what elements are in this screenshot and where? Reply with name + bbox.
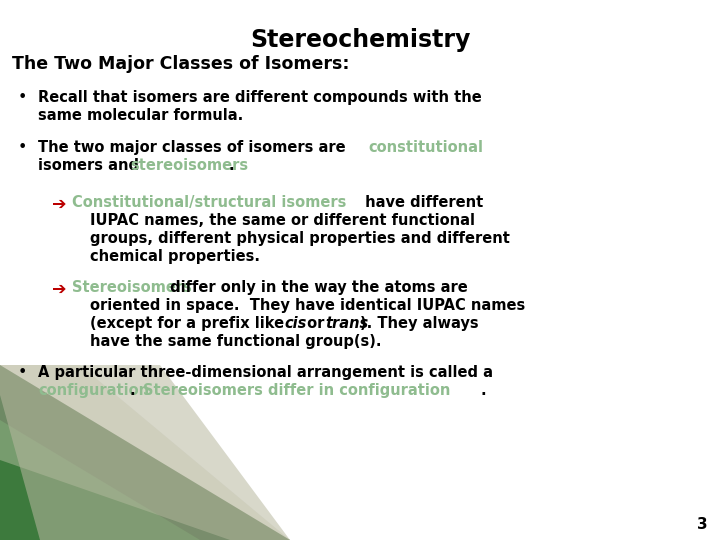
Text: constitutional: constitutional (368, 140, 483, 155)
Text: •: • (18, 140, 27, 155)
Text: chemical properties.: chemical properties. (90, 249, 260, 264)
Text: groups, different physical properties and different: groups, different physical properties an… (90, 231, 510, 246)
Text: .: . (480, 383, 485, 398)
Text: isomers and: isomers and (38, 158, 144, 173)
Text: oriented in space.  They have identical IUPAC names: oriented in space. They have identical I… (90, 298, 526, 313)
Text: have the same functional group(s).: have the same functional group(s). (90, 334, 382, 349)
Text: Stereochemistry: Stereochemistry (250, 28, 470, 52)
Text: Stereoisomers: Stereoisomers (72, 280, 192, 295)
Text: Constitutional/structural isomers: Constitutional/structural isomers (72, 195, 346, 210)
Text: stereoisomers: stereoisomers (130, 158, 248, 173)
Text: (except for a prefix like: (except for a prefix like (90, 316, 289, 331)
Text: configuration: configuration (38, 383, 149, 398)
Polygon shape (0, 365, 290, 540)
Text: same molecular formula.: same molecular formula. (38, 108, 243, 123)
Text: .: . (130, 383, 146, 398)
Text: Recall that isomers are different compounds with the: Recall that isomers are different compou… (38, 90, 482, 105)
Text: The Two Major Classes of Isomers:: The Two Major Classes of Isomers: (12, 55, 349, 73)
Polygon shape (0, 420, 200, 540)
Text: ). They always: ). They always (360, 316, 479, 331)
Polygon shape (0, 365, 290, 540)
Text: The two major classes of isomers are: The two major classes of isomers are (38, 140, 351, 155)
Text: 3: 3 (698, 517, 708, 532)
Text: IUPAC names, the same or different functional: IUPAC names, the same or different funct… (90, 213, 475, 228)
Text: Stereoisomers differ in configuration: Stereoisomers differ in configuration (143, 383, 451, 398)
Text: .: . (228, 158, 233, 173)
Text: cis: cis (284, 316, 307, 331)
Text: •: • (18, 365, 27, 380)
Polygon shape (0, 365, 290, 540)
Text: A particular three-dimensional arrangement is called a: A particular three-dimensional arrangeme… (38, 365, 493, 380)
Text: ➔: ➔ (52, 280, 66, 298)
Text: differ only in the way the atoms are: differ only in the way the atoms are (165, 280, 468, 295)
Text: trans: trans (325, 316, 368, 331)
Text: have different: have different (360, 195, 483, 210)
Text: •: • (18, 90, 27, 105)
Text: ➔: ➔ (52, 195, 66, 213)
Text: or: or (302, 316, 330, 331)
